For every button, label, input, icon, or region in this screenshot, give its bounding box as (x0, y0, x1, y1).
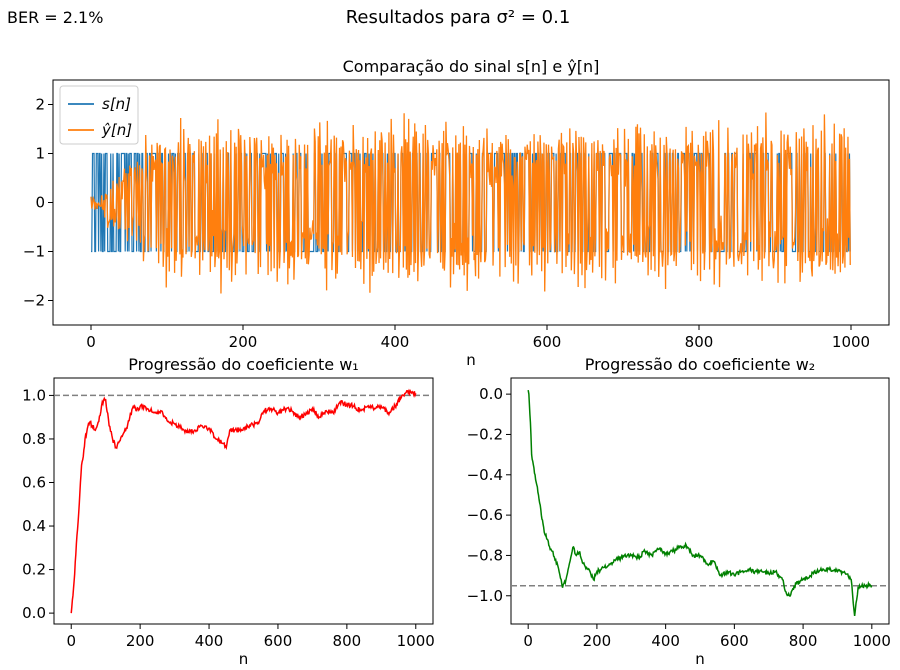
axes-frame (53, 377, 434, 625)
figure-suptitle: Resultados para σ² = 0.1 (345, 7, 571, 28)
series-yhat-line (90, 112, 851, 294)
x-tick-label: 200 (126, 632, 155, 650)
y-tick-label: −0.2 (467, 425, 503, 443)
y-tick-label: 0.2 (22, 561, 46, 579)
x-tick-label: 200 (583, 632, 612, 650)
w2-progression-plot: Progressão do coeficiente w₂ 0 200 400 600 80… (467, 355, 891, 668)
x-tick-label: 200 (229, 333, 258, 351)
x-tick-label: 800 (333, 632, 362, 650)
coefficient-line (527, 389, 873, 617)
x-tick-label: 600 (533, 333, 562, 351)
y-tick-label: −2 (23, 292, 45, 310)
y-tick-label: −0.6 (467, 506, 503, 524)
x-tick-label: 0 (66, 632, 76, 650)
x-tick-label: 1000 (397, 632, 435, 650)
y-tick-label: 0.6 (22, 473, 46, 491)
x-tick-label: 400 (195, 632, 224, 650)
w1-progression-plot: Progressão do coeficiente w₁ 0 200 400 600 80… (22, 355, 435, 668)
x-axis-label: n (466, 351, 476, 369)
x-tick-label: 1000 (853, 632, 891, 650)
y-tick-label: −0.4 (467, 466, 503, 484)
coefficient-line (70, 388, 417, 614)
x-tick-label: 1000 (832, 333, 870, 351)
y-tick-label: −1.0 (467, 587, 503, 605)
y-tick-label: 0 (35, 194, 45, 212)
x-tick-label: 400 (651, 632, 680, 650)
y-tick-label: 1.0 (22, 386, 46, 404)
x-tick-label: 0 (523, 632, 533, 650)
x-tick-label: 800 (685, 333, 714, 351)
y-tick-label: 2 (35, 96, 45, 114)
x-tick-label: 800 (789, 632, 818, 650)
x-tick-label: 600 (264, 632, 293, 650)
y-tick-label: −1 (23, 243, 45, 261)
x-tick-label: 400 (381, 333, 410, 351)
y-tick-label: 0.0 (22, 604, 46, 622)
y-tick-label: 0.0 (479, 385, 503, 403)
y-tick-label: −0.8 (467, 546, 503, 564)
ber-label: BER = 2.1% (7, 8, 104, 27)
panel-title: Progressão do coeficiente w₂ (585, 355, 815, 374)
x-tick-label: 0 (86, 333, 96, 351)
y-tick-label: 1 (35, 145, 45, 163)
panel-title: Comparação do sinal s[n] e ŷ[n] (343, 57, 600, 76)
x-axis-label: n (239, 650, 249, 668)
axes-frame (510, 377, 890, 625)
signal-comparison-plot: Comparação do sinal s[n] e ŷ[n] 0 200 400 60… (23, 57, 890, 369)
legend-label: ŷ[n] (101, 121, 132, 139)
legend-label: s[n] (102, 95, 131, 113)
panel-title: Progressão do coeficiente w₁ (128, 355, 358, 374)
y-tick-label: 0.8 (22, 430, 46, 448)
x-tick-label: 600 (720, 632, 749, 650)
y-tick-label: 0.4 (22, 517, 46, 535)
x-axis-label: n (695, 650, 705, 668)
